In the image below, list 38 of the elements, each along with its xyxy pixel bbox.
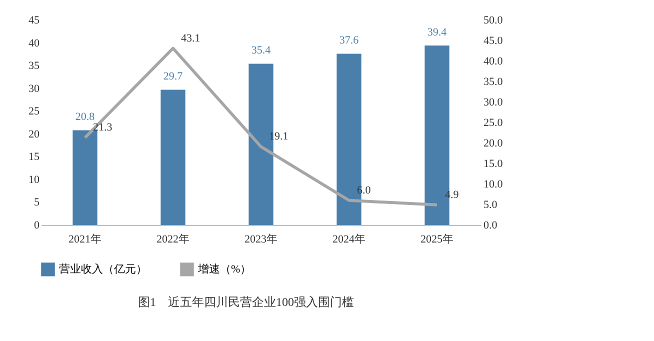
y-tick-label: 20	[28, 128, 40, 140]
y2-tick-label: 45.0	[484, 35, 504, 47]
x-tick-label: 2021年	[68, 234, 102, 246]
x-tick-label: 2024年	[332, 234, 366, 246]
legend-label: 营业收入（亿元）	[59, 262, 147, 276]
data-label: 37.6	[339, 34, 360, 47]
data-label: 21.3	[93, 122, 113, 134]
y2-tick-label: 35.0	[484, 76, 504, 88]
text: 图1 近五年四川民营企业100强入围门槛	[138, 295, 354, 309]
y2-tick-label: 15.0	[484, 158, 504, 170]
y-tick-label: 25	[28, 106, 40, 118]
x-tick-label: 2022年	[156, 234, 190, 246]
x-tick-label: 2025年	[420, 234, 454, 246]
y2-tick-label: 0.0	[484, 220, 498, 232]
data-label: 43.1	[181, 32, 200, 44]
y2-tick-label: 40.0	[484, 56, 504, 68]
legend-label: 增速（%）	[197, 262, 252, 276]
y2-tick-label: 25.0	[484, 117, 504, 129]
data-label: 20.8	[75, 111, 96, 124]
y2-tick-label: 10.0	[484, 178, 504, 190]
y-tick-label: 40	[28, 37, 40, 50]
y-tick-label: 10	[28, 174, 40, 186]
y-tick-label: 5	[34, 196, 40, 209]
y-tick-label: 15	[28, 151, 40, 164]
y2-tick-label: 5.0	[484, 199, 498, 211]
x-tick-label: 2023年	[244, 234, 278, 246]
data-label: 29.7	[163, 70, 184, 83]
bar	[72, 130, 98, 225]
y-tick-label: 45	[28, 14, 40, 26]
y2-tick-label: 20.0	[484, 138, 504, 150]
y2-tick-label: 30.0	[484, 96, 504, 108]
y-tick-label: 0	[34, 220, 40, 232]
bar	[160, 90, 186, 225]
y2-tick-label: 50.0	[484, 14, 504, 26]
y-tick-label: 30	[28, 82, 40, 95]
data-label: 35.4	[251, 44, 272, 57]
data-label: 39.4	[427, 26, 448, 39]
y-tick-label: 35	[28, 60, 40, 72]
